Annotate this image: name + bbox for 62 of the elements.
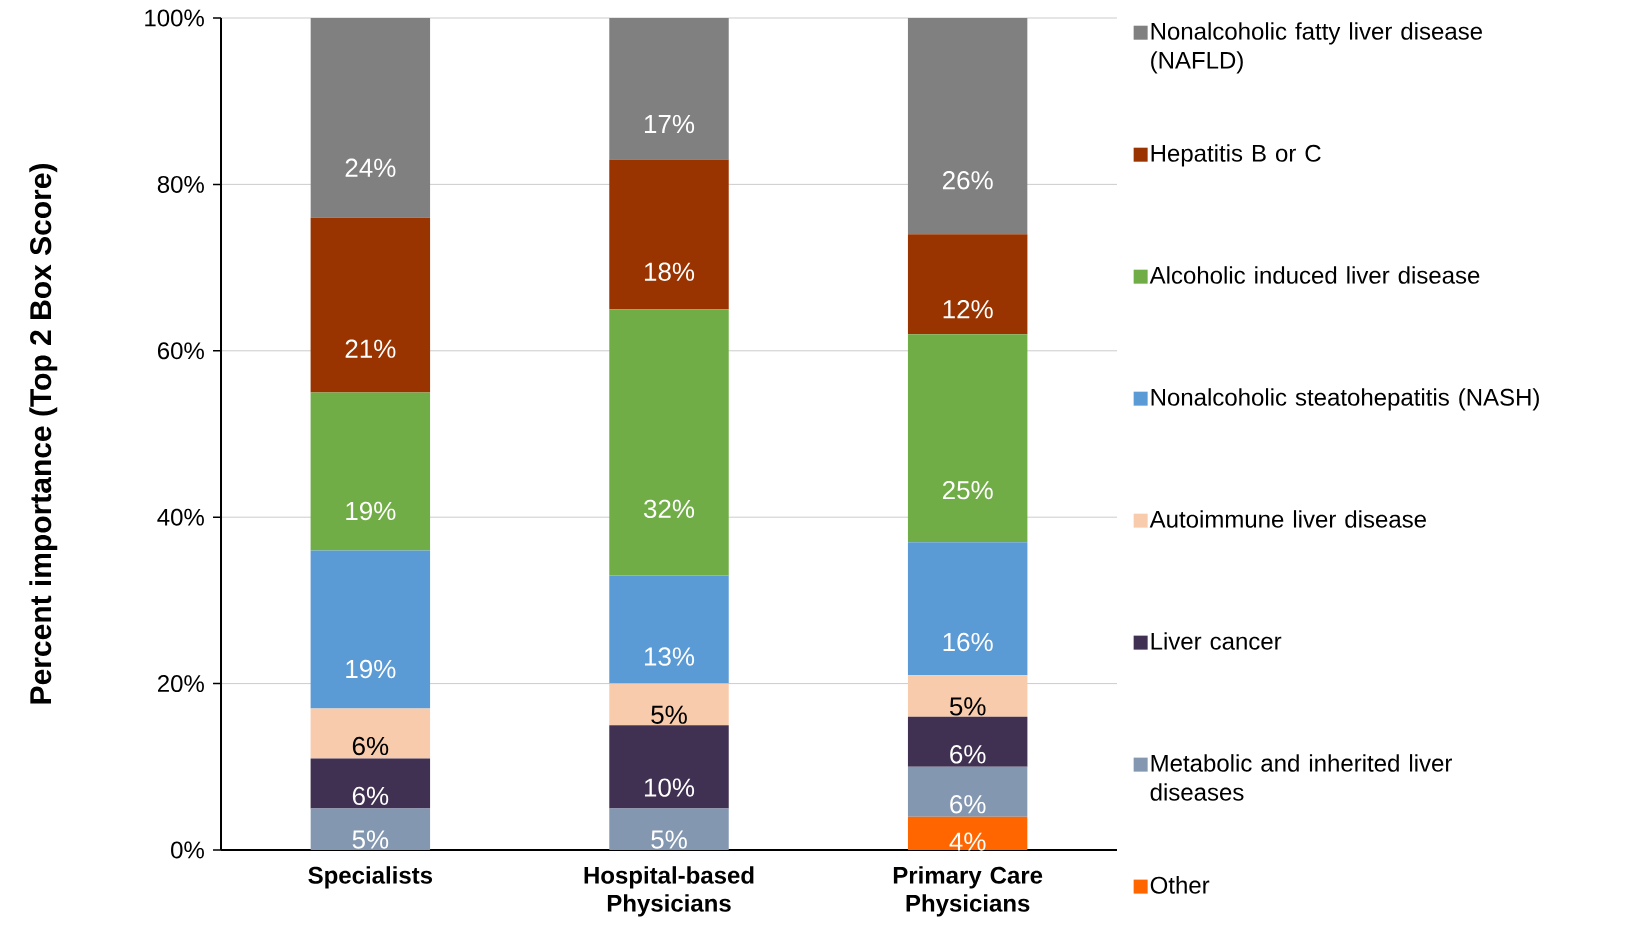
data-label: 21%: [345, 339, 396, 358]
legend-label: Alcoholic induced liver disease: [1149, 266, 1480, 284]
bar: [609, 309, 729, 576]
data-label: 5%: [352, 830, 389, 849]
bar: [907, 675, 1028, 717]
y-tick-label: 60%: [158, 342, 204, 360]
bar: [609, 575, 729, 684]
data-label: 19%: [346, 659, 396, 679]
legend-label: Nonalcoholic steatohepatitis (NASH): [1151, 388, 1539, 411]
bar: [907, 716, 1028, 767]
y-tick-label: 40%: [157, 508, 204, 526]
data-label: 4%: [949, 832, 986, 851]
bar: [310, 550, 431, 709]
data-label: 5%: [949, 697, 986, 716]
bar: [310, 808, 431, 850]
data-label: 10%: [644, 778, 695, 797]
bar: [609, 17, 729, 160]
legend-label: Other: [1150, 876, 1210, 894]
data-label: 26%: [942, 171, 993, 190]
legend-label: Liver cancer: [1151, 632, 1282, 650]
data-label: 19%: [346, 501, 396, 521]
bar: [907, 542, 1028, 676]
legend-label: Metabolic and inherited liver diseases: [1150, 754, 1452, 801]
bar: [907, 766, 1028, 817]
bar: [609, 808, 729, 850]
bar: [310, 758, 431, 809]
x-tick-label: Hospital-based Physicians: [584, 866, 754, 917]
data-label: 16%: [943, 632, 993, 652]
data-label: 6%: [352, 786, 389, 806]
data-label: 5%: [651, 705, 687, 724]
data-label: 5%: [651, 830, 687, 849]
y-tick-label: 0%: [171, 841, 204, 859]
bar: [609, 159, 729, 310]
bar: [310, 392, 431, 551]
data-label: 6%: [950, 795, 986, 814]
data-label: 6%: [352, 736, 389, 756]
legend-label: Autoimmune liver disease: [1149, 510, 1426, 528]
data-label: 25%: [942, 480, 993, 500]
bar: [907, 334, 1028, 543]
data-label: 17%: [644, 114, 695, 134]
x-tick-label: Primary Care Physicians: [893, 866, 1043, 917]
bar: [310, 217, 431, 393]
bar: [907, 17, 1028, 235]
y-axis-title: Percent importance (Top 2 Box Score): [29, 164, 58, 704]
data-label: 6%: [950, 745, 986, 764]
y-tick-label: 80%: [157, 175, 204, 193]
bar: [609, 725, 729, 809]
bar: [310, 708, 431, 759]
data-label: 13%: [644, 647, 695, 666]
y-tick-label: 100%: [145, 9, 204, 27]
data-label: 18%: [644, 262, 695, 281]
data-label: 12%: [943, 300, 993, 319]
legend-label: Hepatitis B or C: [1151, 144, 1321, 167]
bar: [310, 17, 431, 218]
data-label: 32%: [643, 499, 695, 519]
bar: [907, 234, 1028, 335]
y-tick-label: 20%: [157, 675, 204, 693]
bar: [609, 683, 729, 726]
data-label: 24%: [345, 158, 396, 177]
legend-label: Nonalcoholic fatty liver disease (NAFLD): [1151, 22, 1482, 74]
bar: [907, 816, 1028, 850]
x-tick-label: Specialists: [308, 866, 433, 889]
